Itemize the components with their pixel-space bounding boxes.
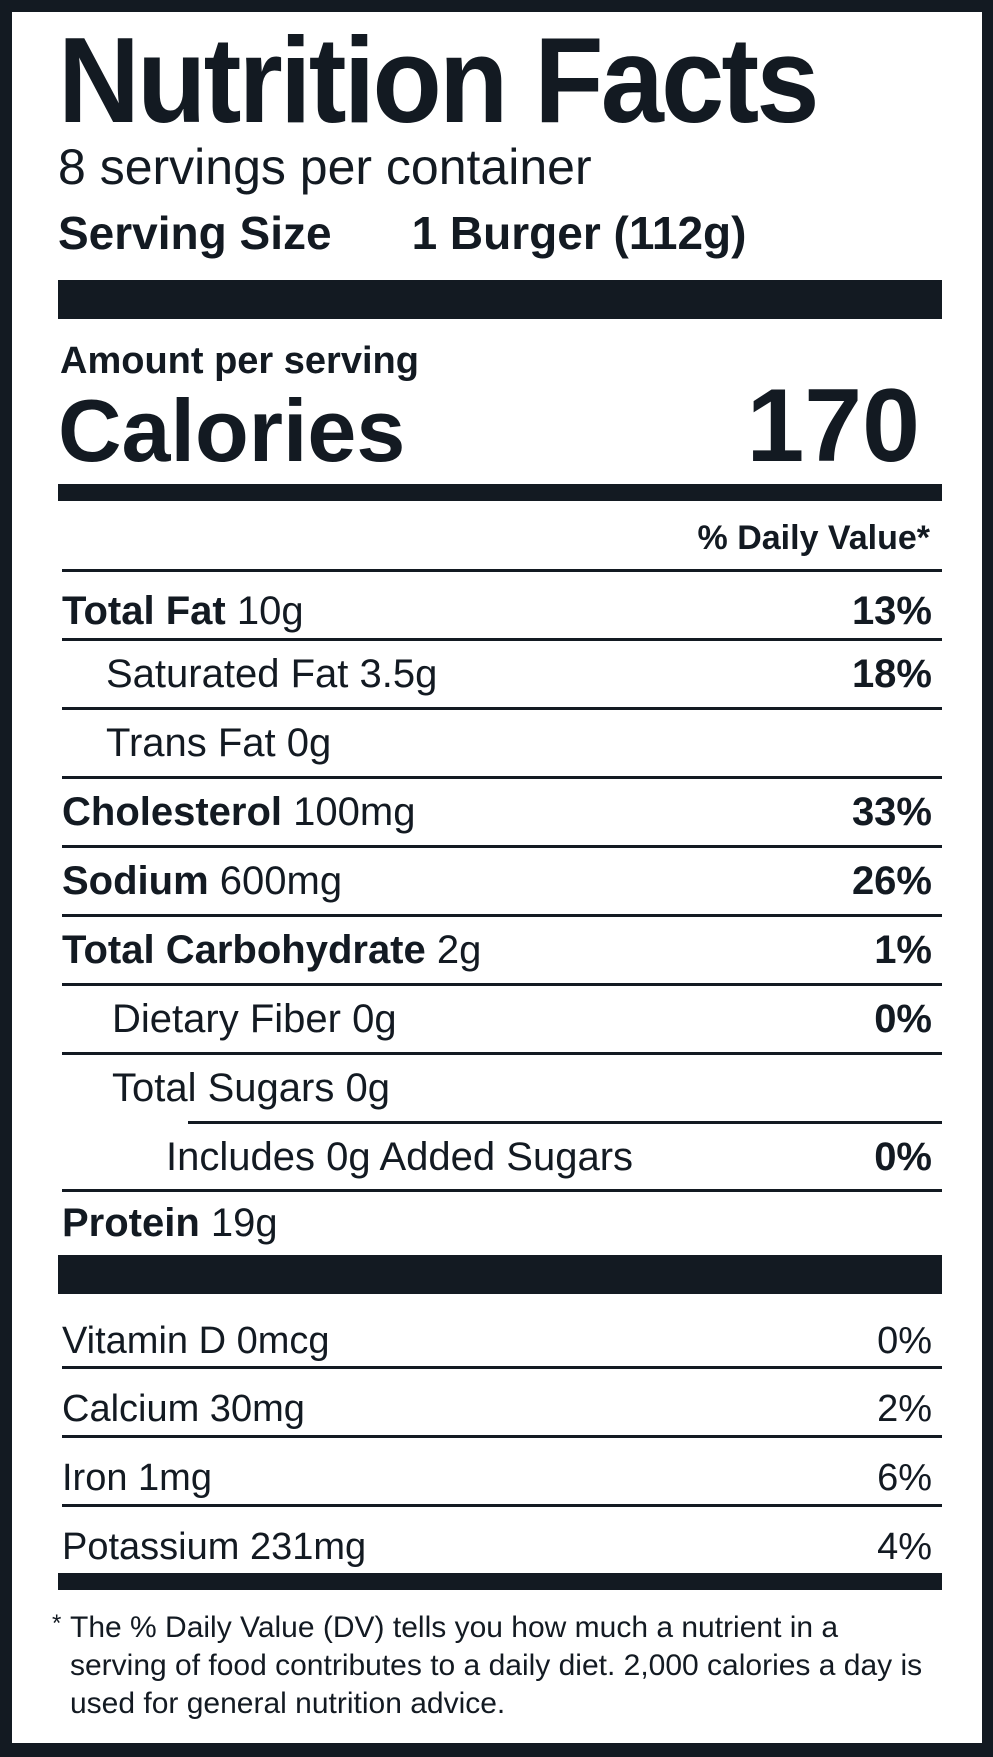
serving-size: Serving Size 1 Burger (112g) xyxy=(58,210,936,256)
nutrient-name: Dietary Fiber xyxy=(112,997,341,1041)
nutrient-name: Includes 0g Added Sugars xyxy=(166,1135,634,1179)
footnote-marker: * xyxy=(52,1610,62,1637)
nutrient-amount: 3.5g xyxy=(359,652,438,696)
servings-per-container: 8 servings per container xyxy=(58,139,592,195)
footnote: * The % Daily Value (DV) tells you how m… xyxy=(52,1609,932,1723)
label-title: Nutrition Facts xyxy=(58,12,819,148)
nutrient-row-trans-fat: Trans Fat 0g xyxy=(62,710,942,776)
nutrient-name: Total Fat xyxy=(62,589,226,633)
vitamin-row: Vitamin D 0mcg 0% xyxy=(62,1322,942,1360)
divider xyxy=(62,707,942,710)
vitamin-row: Calcium 30mg 2% xyxy=(62,1390,942,1428)
nutrient-row-protein: Protein 19g xyxy=(62,1192,942,1254)
nutrient-dv: 18% xyxy=(851,652,932,696)
nutrient-amount: 10g xyxy=(236,589,304,633)
nutrient-row-added-sugars: Includes 0g Added Sugars 0% xyxy=(62,1124,942,1190)
vitamin-dv: 0% xyxy=(877,1320,932,1362)
nutrient-row-total-carbohydrate: Total Carbohydrate 2g 1% xyxy=(62,917,942,983)
nutrient-amount: 0g xyxy=(286,721,332,765)
divider xyxy=(62,1366,942,1369)
nutrient-row-sodium: Sodium 600mg 26% xyxy=(62,848,942,914)
calories-value: 170 xyxy=(746,368,920,484)
vitamin-row: Potassium 231mg 4% xyxy=(62,1528,942,1566)
nutrient-amount: 2g xyxy=(436,928,482,972)
nutrient-dv: 0% xyxy=(874,1135,932,1179)
nutrient-name: Saturated Fat xyxy=(106,652,349,696)
nutrient-amount: 100mg xyxy=(293,790,416,834)
divider xyxy=(62,914,942,917)
nutrient-amount: 0g xyxy=(345,1066,390,1110)
divider xyxy=(188,1121,942,1124)
serving-size-value: 1 Burger (112g) xyxy=(411,207,747,259)
nutrient-dv: 26% xyxy=(851,859,932,903)
vitamin-name: Vitamin D 0mcg xyxy=(62,1320,330,1362)
nutrient-dv: 13% xyxy=(851,589,932,633)
nutrient-row-cholesterol: Cholesterol 100mg 33% xyxy=(62,779,942,845)
nutrient-name: Cholesterol xyxy=(62,790,283,834)
vitamin-dv: 4% xyxy=(877,1526,932,1568)
nutrient-dv: 0% xyxy=(874,997,932,1041)
nutrient-row-saturated-fat: Saturated Fat 3.5g 18% xyxy=(62,641,942,707)
nutrient-amount: 0g xyxy=(352,997,397,1041)
daily-value-header: % Daily Value* xyxy=(697,519,930,557)
vitamin-dv: 2% xyxy=(877,1388,932,1430)
nutrient-dv: 33% xyxy=(851,790,932,834)
vitamin-name: Potassium 231mg xyxy=(62,1526,367,1568)
vitamin-name: Iron 1mg xyxy=(62,1457,212,1499)
divider xyxy=(62,1052,942,1055)
medium-divider xyxy=(58,484,942,501)
divider xyxy=(62,1435,942,1438)
medium-divider xyxy=(58,1573,942,1590)
thick-divider xyxy=(58,1255,942,1294)
divider xyxy=(62,983,942,986)
nutrient-name: Protein xyxy=(62,1201,200,1245)
divider xyxy=(62,1189,942,1192)
vitamin-row: Iron 1mg 6% xyxy=(62,1459,942,1497)
nutrient-name: Total Sugars xyxy=(112,1066,335,1110)
serving-size-label: Serving Size xyxy=(58,207,332,259)
nutrition-label: Nutrition Facts 8 servings per container… xyxy=(12,12,982,1743)
nutrient-amount: 600mg xyxy=(219,859,343,903)
nutrient-row-total-sugars: Total Sugars 0g xyxy=(62,1055,942,1121)
calories-label: Calories xyxy=(58,381,406,480)
nutrient-amount: 19g xyxy=(210,1201,278,1245)
divider xyxy=(62,845,942,848)
nutrient-name: Trans Fat xyxy=(106,721,276,765)
divider xyxy=(62,1504,942,1507)
footnote-text: The % Daily Value (DV) tells you how muc… xyxy=(70,1611,923,1720)
divider xyxy=(62,638,942,641)
divider xyxy=(62,569,942,572)
nutrient-row-total-fat: Total Fat 10g 13% xyxy=(62,578,942,644)
nutrient-name: Sodium xyxy=(62,859,209,903)
vitamin-dv: 6% xyxy=(877,1457,932,1499)
amount-per-serving: Amount per serving xyxy=(60,340,419,382)
nutrient-dv: 1% xyxy=(874,928,932,972)
vitamin-name: Calcium 30mg xyxy=(62,1388,305,1430)
thick-divider xyxy=(58,280,942,319)
nutrient-row-dietary-fiber: Dietary Fiber 0g 0% xyxy=(62,986,942,1052)
nutrient-name: Total Carbohydrate xyxy=(62,928,426,972)
divider xyxy=(62,776,942,779)
